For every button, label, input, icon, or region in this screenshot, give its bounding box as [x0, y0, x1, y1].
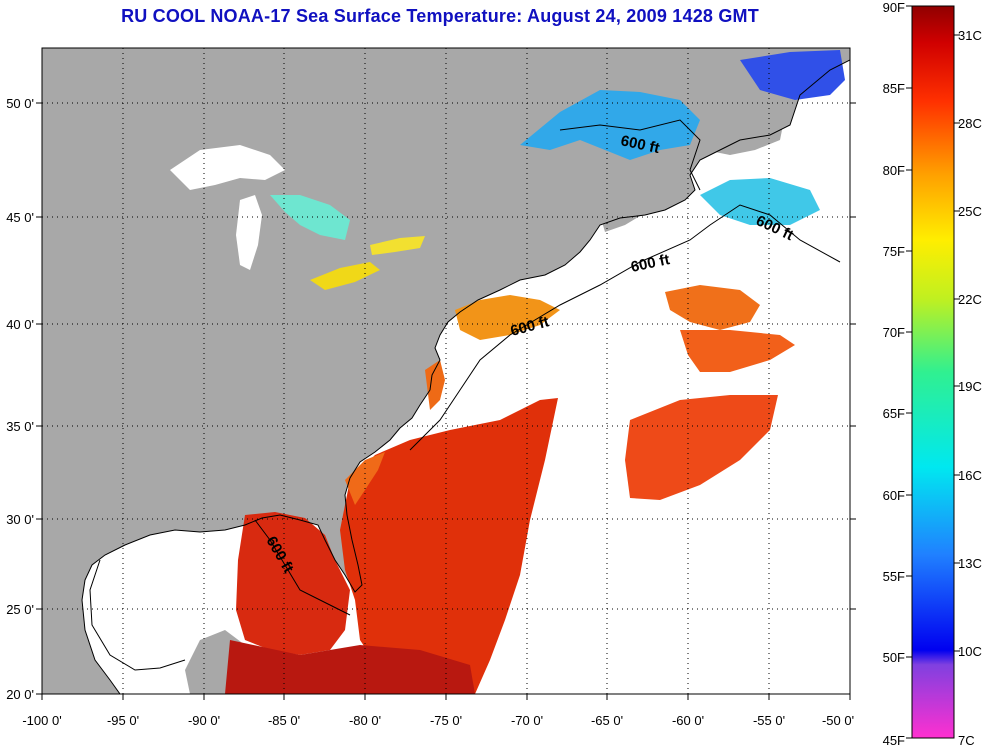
lon-label: -65 0' — [591, 713, 623, 728]
colorbar: 90F 85F 80F 75F 70F 65F 60F 55F 50F 45F … — [883, 0, 982, 748]
colorbar-f-label: 55F — [883, 569, 905, 584]
lat-label: 45 0' — [6, 210, 34, 225]
lake-superior — [170, 145, 285, 190]
lake-huron — [270, 195, 350, 240]
colorbar-gradient — [911, 5, 955, 739]
lake-erie — [310, 262, 380, 290]
coastline — [81, 59, 850, 694]
colorbar-c-label: 28C — [958, 116, 982, 131]
sst-shelf-mid-atlantic — [455, 295, 560, 340]
shelf-gulf-mexico — [89, 559, 186, 671]
lat-label: 25 0' — [6, 602, 34, 617]
colorbar-f-label: 50F — [883, 650, 905, 665]
colorbar-f-label: 85F — [883, 81, 905, 96]
colorbar-f-label: 70F — [883, 325, 905, 340]
sst-gulf-mexico — [236, 512, 350, 655]
colorbar-f-label: 80F — [883, 163, 905, 178]
sst-grand-banks — [700, 178, 820, 225]
lat-label: 35 0' — [6, 419, 34, 434]
contour-600ft — [409, 204, 841, 451]
tick-marks — [36, 102, 856, 700]
colorbar-c-label: 31C — [958, 28, 982, 43]
colorbar-f-label: 45F — [883, 733, 905, 748]
lat-labels: 20 0' 25 0' 30 0' 35 0' 40 0' 45 0' 50 0… — [6, 96, 34, 702]
lon-label: -90 0' — [188, 713, 220, 728]
colorbar-f-label: 75F — [883, 244, 905, 259]
sst-gulf-st-lawrence — [520, 90, 700, 160]
contour-600ft-stlawrence — [559, 119, 701, 191]
sst-warm-patch-north2 — [680, 330, 795, 372]
lon-label: -85 0' — [268, 713, 300, 728]
lon-label: -80 0' — [349, 713, 381, 728]
lat-label: 30 0' — [6, 512, 34, 527]
colorbar-c-label: 25C — [958, 204, 982, 219]
lake-ontario — [370, 236, 425, 255]
lon-label: -50 0' — [822, 713, 854, 728]
contour-600ft-gulf — [254, 519, 351, 616]
land-nova-scotia — [600, 180, 675, 232]
colorbar-c-label: 7C — [958, 733, 975, 748]
colorbar-f-label: 65F — [883, 406, 905, 421]
map-title: RU COOL NOAA-17 Sea Surface Temperature:… — [121, 6, 759, 26]
lon-label: -70 0' — [511, 713, 543, 728]
colorbar-c-label: 16C — [958, 468, 982, 483]
lon-label: -75 0' — [430, 713, 462, 728]
colorbar-c-label: 22C — [958, 292, 982, 307]
colorbar-c-label: 10C — [958, 644, 982, 659]
lat-label: 20 0' — [6, 687, 34, 702]
map-content — [42, 48, 850, 694]
sst-labrador — [740, 50, 845, 100]
lat-label: 50 0' — [6, 96, 34, 111]
lon-label: -100 0' — [22, 713, 61, 728]
sst-warm-patch-offshore — [625, 395, 778, 500]
lon-labels: -100 0' -95 0' -90 0' -85 0' -80 0' -75 … — [22, 713, 854, 728]
colorbar-c-label: 19C — [958, 379, 982, 394]
sst-warm-patch-north — [665, 285, 760, 330]
lon-label: -55 0' — [753, 713, 785, 728]
lon-label: -60 0' — [672, 713, 704, 728]
colorbar-f-label: 60F — [883, 488, 905, 503]
lon-label: -95 0' — [107, 713, 139, 728]
lat-label: 40 0' — [6, 317, 34, 332]
land-newfoundland — [695, 90, 785, 155]
sst-gulf-stream — [340, 398, 558, 694]
colorbar-f-label: 90F — [883, 0, 905, 15]
colorbar-c-label: 13C — [958, 556, 982, 571]
lake-michigan — [236, 195, 262, 270]
sst-caribbean — [225, 640, 475, 694]
sst-nearshore-chesapeake — [425, 360, 445, 410]
